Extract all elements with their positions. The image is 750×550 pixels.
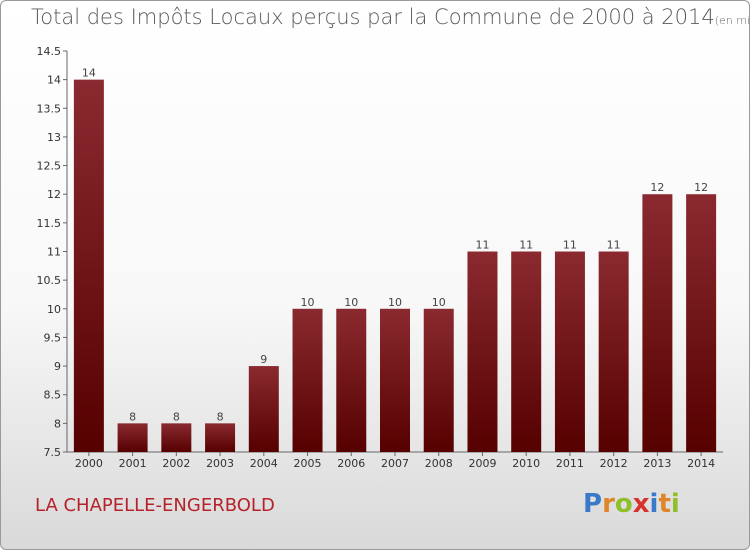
y-tick-label: 9 — [54, 360, 61, 373]
bar-value-label: 8 — [217, 410, 224, 423]
bar-value-label: 8 — [173, 410, 180, 423]
bar-value-label: 10 — [388, 296, 402, 309]
bar-2012 — [598, 251, 629, 452]
y-tick-label: 12.5 — [37, 160, 62, 173]
bar-2005 — [292, 308, 323, 452]
y-tick-label: 13.5 — [37, 102, 62, 115]
x-tick-label: 2011 — [556, 457, 584, 470]
y-tick-label: 8.5 — [44, 389, 62, 402]
bar-value-label: 8 — [129, 410, 136, 423]
bar-value-label: 9 — [260, 353, 267, 366]
bar-value-label: 11 — [519, 239, 533, 252]
y-tick-label: 9.5 — [44, 331, 62, 344]
x-tick-label: 2013 — [643, 457, 671, 470]
bar-2014 — [686, 194, 717, 452]
y-tick-label: 8 — [54, 417, 61, 430]
bar-2011 — [554, 251, 585, 452]
bar-value-label: 10 — [432, 296, 446, 309]
x-tick-label: 2008 — [425, 457, 453, 470]
x-tick-label: 2004 — [250, 457, 278, 470]
x-tick-label: 2005 — [294, 457, 322, 470]
logo-letter: P — [583, 489, 603, 519]
x-tick-label: 2012 — [600, 457, 628, 470]
x-axis: 2000 2001 2002 2003 2004 2005 2006 2007 2008 2009… — [67, 451, 723, 470]
x-tick-label: 2010 — [512, 457, 540, 470]
chart-unit: (en milliers d'€) — [714, 14, 750, 27]
logo-letter: t — [658, 489, 671, 519]
logo-letter: i — [670, 489, 680, 519]
bar-2010 — [511, 251, 542, 452]
x-tick-label: 2003 — [206, 457, 234, 470]
commune-name: LA CHAPELLE-ENGERBOLD — [35, 495, 275, 516]
bar-2008 — [423, 308, 454, 452]
bar-2001 — [117, 423, 148, 452]
y-tick-label: 13 — [47, 131, 61, 144]
proxiti-logo: Proxiti — [583, 489, 680, 519]
bar-value-label: 12 — [694, 181, 708, 194]
chart-title: Total des Impôts Locaux perçus par la Co… — [31, 5, 750, 29]
bar-value-label: 14 — [82, 67, 96, 80]
y-tick-label: 11 — [47, 246, 61, 259]
y-tick-label: 10.5 — [37, 274, 62, 287]
bar-2002 — [161, 423, 192, 452]
x-tick-label: 2001 — [119, 457, 147, 470]
logo-letter: r — [602, 489, 615, 519]
bar-2003 — [205, 423, 236, 452]
bar-value-label: 11 — [475, 239, 489, 252]
logo-letter: o — [614, 489, 633, 519]
bar-value-label: 10 — [344, 296, 358, 309]
y-tick-label: 10 — [47, 303, 61, 316]
bar-2013 — [642, 194, 673, 452]
bar-2007 — [380, 308, 410, 452]
bar-value-label: 10 — [301, 296, 315, 309]
x-tick-label: 2009 — [468, 457, 496, 470]
bar-2004 — [248, 366, 279, 452]
x-tick-label: 2006 — [337, 457, 365, 470]
x-tick-label: 2014 — [687, 457, 715, 470]
y-tick-label: 14.5 — [37, 45, 62, 58]
y-tick-label: 12 — [47, 188, 61, 201]
x-tick-label: 2002 — [162, 457, 190, 470]
bar-2009 — [467, 251, 498, 452]
chart-title-text: Total des Impôts Locaux perçus par la Co… — [31, 5, 715, 29]
bar-value-label: 11 — [607, 239, 621, 252]
y-tick-label: 11.5 — [37, 217, 62, 230]
logo-letter: x — [632, 489, 650, 519]
x-tick-label: 2007 — [381, 457, 409, 470]
y-tick-label: 7.5 — [44, 446, 62, 459]
bar-value-label: 11 — [563, 239, 577, 252]
x-tick-label: 2000 — [75, 457, 103, 470]
y-axis: 7.5 8 8.5 9 9.5 10 10.5 11 11.5 12 12.5 13 13.5 14 14.… — [37, 45, 68, 459]
logo-letter: i — [649, 489, 659, 519]
bar-value-label: 12 — [650, 181, 664, 194]
y-tick-label: 14 — [47, 74, 61, 87]
bar-2000 — [73, 79, 104, 453]
bars: 14 8 8 8 9 10 10 10 10 11 11 11 11 12 12 — [73, 67, 717, 453]
bar-2006 — [336, 308, 367, 452]
